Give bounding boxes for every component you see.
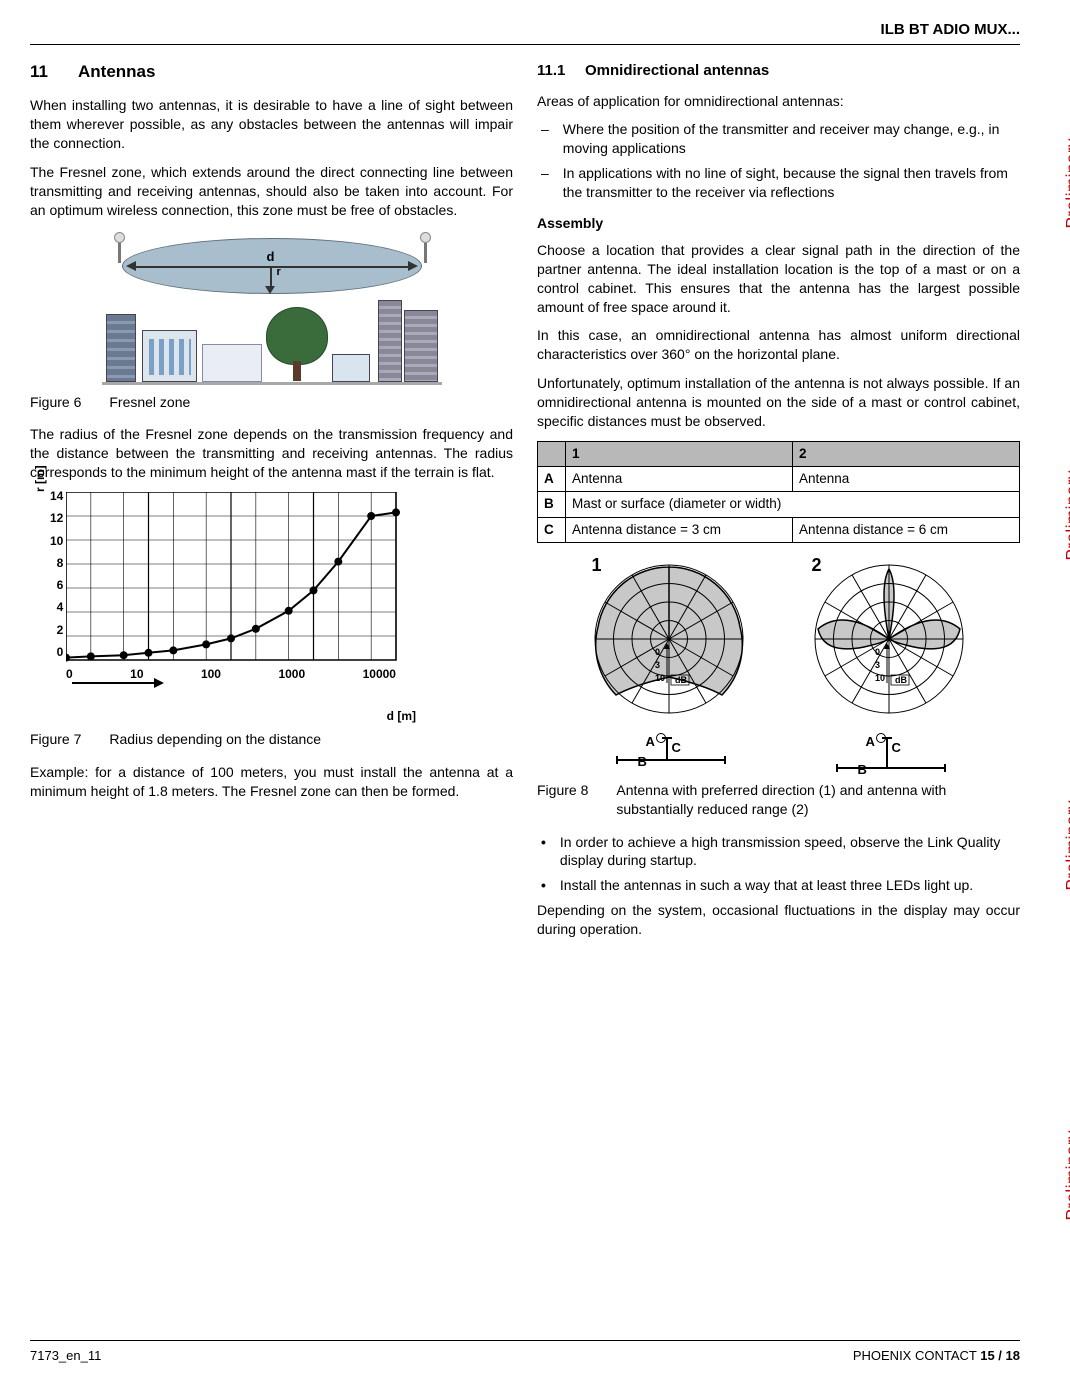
radius-chart: r [m] 14 12 10 8 6 4 2 0 0 10 100 1000 bbox=[36, 492, 416, 722]
figure-7-label: Figure 7 bbox=[30, 730, 81, 749]
figure-8-text: Antenna with preferred direction (1) and… bbox=[616, 781, 1020, 819]
para-assembly-1: Choose a location that provides a clear … bbox=[537, 241, 1020, 317]
figure-8-label: Figure 8 bbox=[537, 781, 588, 819]
svg-text:dB: dB bbox=[895, 675, 907, 685]
watermark-4: Preliminary bbox=[1062, 1130, 1070, 1221]
figure-8-caption: Figure 8 Antenna with preferred directio… bbox=[537, 781, 1020, 819]
figure-6-label: Figure 6 bbox=[30, 393, 81, 412]
polar-label-a: A bbox=[646, 733, 655, 751]
right-column: 11.1Omnidirectional antennas Areas of ap… bbox=[537, 61, 1020, 1340]
list-item-2: –In applications with no line of sight, … bbox=[537, 164, 1020, 202]
svg-text:10: 10 bbox=[875, 673, 885, 683]
subsection-heading: 11.1Omnidirectional antennas bbox=[537, 61, 1020, 81]
polar-1: 1 1030dB A C B bbox=[574, 557, 764, 773]
chart-svg bbox=[66, 492, 406, 664]
polar-label-b: B bbox=[858, 761, 867, 779]
footer-doc-id: 7173_en_11 bbox=[30, 1347, 101, 1365]
para-assembly-2: In this case, an omnidirectional antenna… bbox=[537, 326, 1020, 364]
table-row: B Mast or surface (diameter or width) bbox=[538, 492, 1020, 517]
para-radius: The radius of the Fresnel zone depends o… bbox=[30, 425, 513, 482]
bullet-1: •In order to achieve a high transmission… bbox=[537, 833, 1020, 871]
distance-table: 1 2 A Antenna Antenna B Mast or surface … bbox=[537, 441, 1020, 543]
svg-text:0: 0 bbox=[875, 647, 880, 657]
polar-1-svg: 10 3 0 dB bbox=[574, 557, 764, 727]
figure-6-text: Fresnel zone bbox=[109, 393, 190, 412]
figure-7-text: Radius depending on the distance bbox=[109, 730, 321, 749]
polar-label-b: B bbox=[638, 753, 647, 771]
watermark-1: Preliminary bbox=[1062, 138, 1070, 229]
x-arrow-icon bbox=[72, 682, 162, 684]
polar-2: 2 1030dB A C B bbox=[794, 557, 984, 773]
header-title: ILB BT ADIO MUX... bbox=[30, 20, 1020, 45]
subsection-number: 11.1 bbox=[537, 61, 585, 81]
svg-text:3: 3 bbox=[655, 660, 660, 670]
watermark-2: Preliminary bbox=[1062, 470, 1070, 561]
polar-label-c: C bbox=[672, 739, 681, 757]
fresnel-figure: d r bbox=[102, 230, 442, 385]
table-row: A Antenna Antenna bbox=[538, 467, 1020, 492]
watermark-3: Preliminary bbox=[1062, 800, 1070, 891]
polar-figure: 1 1030dB A C B 2 1030dB A bbox=[537, 557, 1020, 773]
svg-text:10: 10 bbox=[655, 673, 665, 683]
fresnel-r-label: r bbox=[277, 265, 281, 280]
antenna-right-icon bbox=[420, 232, 432, 264]
para-applications: Areas of application for omnidirectional… bbox=[537, 92, 1020, 111]
assembly-heading: Assembly bbox=[537, 214, 1020, 233]
polar-label-a: A bbox=[866, 733, 875, 751]
figure-6-caption: Figure 6 Fresnel zone bbox=[30, 393, 513, 412]
chart-yticks: 14 12 10 8 6 4 2 0 bbox=[50, 488, 63, 660]
polar-2-svg: 10 3 0 dB bbox=[794, 557, 984, 727]
antenna-left-icon bbox=[114, 232, 126, 264]
section-title: Antennas bbox=[78, 62, 155, 81]
footer: 7173_en_11 PHOENIX CONTACT 15 / 18 bbox=[30, 1340, 1020, 1365]
chart-xlabel: d [m] bbox=[387, 708, 416, 724]
svg-text:0: 0 bbox=[655, 647, 660, 657]
subsection-title: Omnidirectional antennas bbox=[585, 62, 769, 79]
tree-icon bbox=[262, 307, 332, 382]
bullet-2: •Install the antennas in such a way that… bbox=[537, 876, 1020, 895]
para-fluctuations: Depending on the system, occasional fluc… bbox=[537, 901, 1020, 939]
section-number: 11 bbox=[30, 61, 78, 84]
svg-text:dB: dB bbox=[675, 675, 687, 685]
footer-page: 15 / 18 bbox=[980, 1348, 1020, 1363]
para-example: Example: for a distance of 100 meters, y… bbox=[30, 763, 513, 801]
polar-label-c: C bbox=[892, 739, 901, 757]
chart-xticks: 0 10 100 1000 10000 bbox=[66, 666, 396, 682]
chart-ylabel: r [m] bbox=[32, 465, 48, 492]
footer-company: PHOENIX CONTACT bbox=[853, 1348, 977, 1363]
table-row: C Antenna distance = 3 cm Antenna distan… bbox=[538, 517, 1020, 542]
para-intro-2: The Fresnel zone, which extends around t… bbox=[30, 163, 513, 220]
section-heading: 11Antennas bbox=[30, 61, 513, 84]
para-assembly-3: Unfortunately, optimum installation of t… bbox=[537, 374, 1020, 431]
fresnel-d-label: d bbox=[267, 248, 275, 266]
left-column: 11Antennas When installing two antennas,… bbox=[30, 61, 513, 1340]
list-item-1: –Where the position of the transmitter a… bbox=[537, 120, 1020, 158]
figure-7-caption: Figure 7 Radius depending on the distanc… bbox=[30, 730, 513, 749]
svg-text:3: 3 bbox=[875, 660, 880, 670]
para-intro-1: When installing two antennas, it is desi… bbox=[30, 96, 513, 153]
